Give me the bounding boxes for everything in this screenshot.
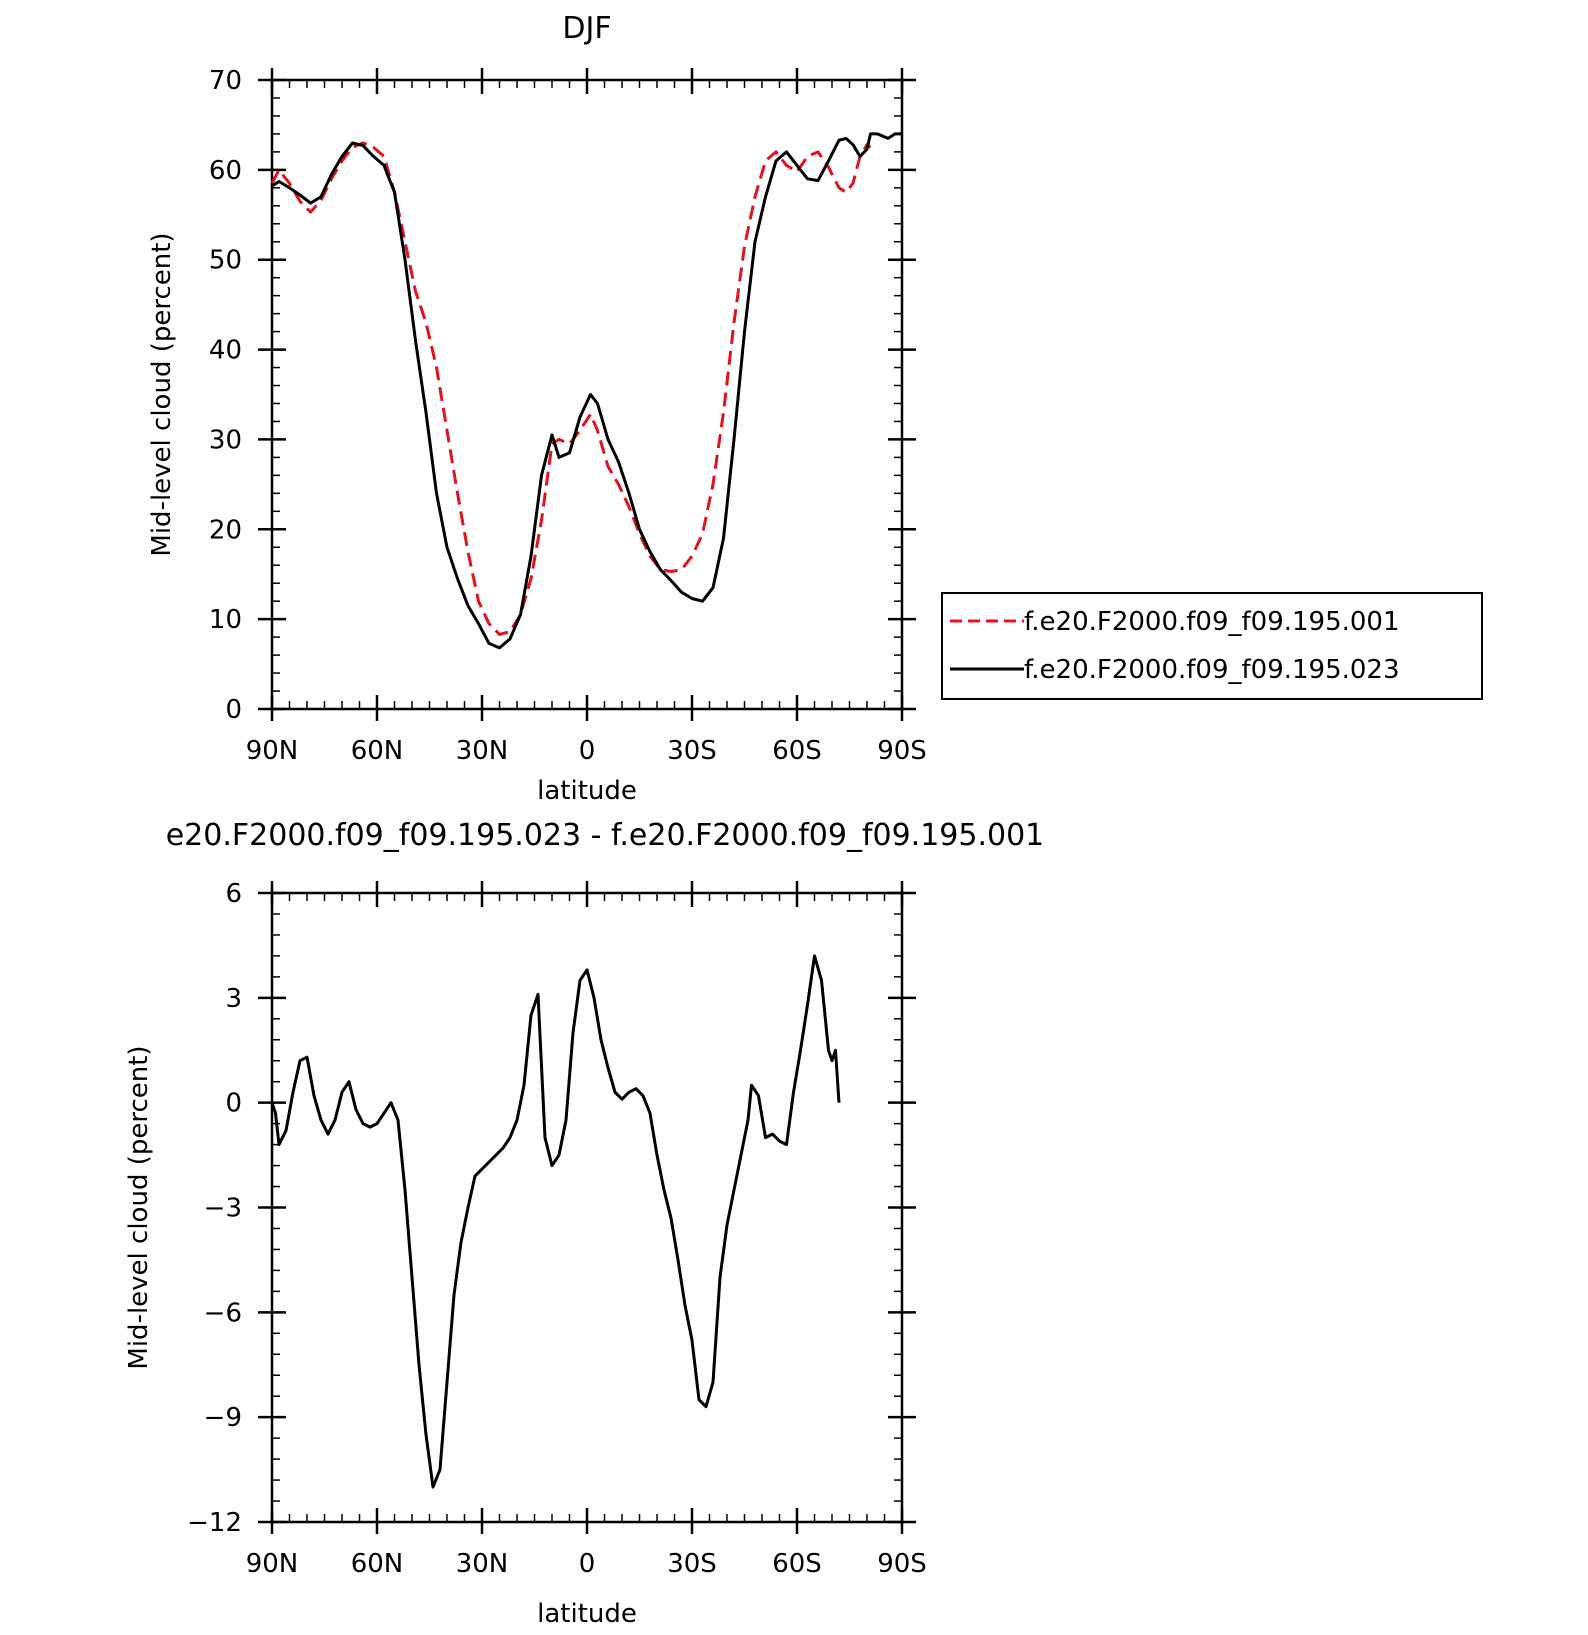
y-tick-label: 20 [209,515,242,545]
x-tick-label: 30N [456,1549,509,1579]
x-tick-label: 90S [877,1549,927,1579]
y-tick-label: 0 [225,1089,242,1119]
y-tick-label: 50 [209,246,242,276]
y-tick-label: −6 [204,1298,242,1328]
legend-label-2: f.e20.F2000.f09_f09.195.023 [1024,655,1400,685]
y-tick-label: 60 [209,156,242,186]
y-tick-label: −12 [187,1508,242,1538]
y-axis-label: Mid-level cloud (percent) [124,1045,154,1369]
series-line-1 [270,141,872,636]
x-tick-label: 90N [246,736,299,766]
series-line-2 [271,132,902,650]
chart-panel-1: DJF 90N 60N 30N 0 30S 60S 90S 0 10 20 30 40 50 60 70 lat… [147,11,1483,806]
chart-panel-2: e20.F2000.f09_f09.195.023 - f.e20.F2000.… [124,818,1044,1629]
chart-title: DJF [562,11,611,46]
x-tick-label: 30S [667,736,717,766]
y-tick-label: 3 [225,984,242,1014]
x-tick-label: 90S [877,736,927,766]
x-tick-label: 0 [579,1549,596,1579]
x-tick-label: 60N [351,1549,404,1579]
x-tick-label: 0 [579,736,596,766]
x-tick-label: 30S [667,1549,717,1579]
x-tick-label: 60N [351,736,404,766]
y-tick-label: 70 [209,66,242,96]
y-tick-label: −3 [204,1194,242,1224]
x-axis-label: latitude [537,1599,637,1629]
y-tick-label: 40 [209,336,242,366]
x-tick-label: 90N [246,1549,299,1579]
plot-frame [270,78,904,711]
y-axis-label: Mid-level cloud (percent) [147,232,177,556]
y-tick-label: −9 [204,1403,242,1433]
x-tick-label: 60S [772,1549,822,1579]
chart-title: e20.F2000.f09_f09.195.023 - f.e20.F2000.… [166,818,1045,853]
x-tick-label: 30N [456,736,509,766]
legend: f.e20.F2000.f09_f09.195.001 f.e20.F2000.f… [941,592,1483,700]
y-tick-label: 0 [225,695,242,725]
y-tick-label: 30 [209,425,242,455]
y-tick-label: 6 [225,879,242,909]
plot-frame [270,891,904,1524]
legend-label-1: f.e20.F2000.f09_f09.195.001 [1024,607,1400,637]
series-line-1 [270,954,841,1489]
y-tick-label: 10 [209,605,242,635]
x-tick-label: 60S [772,736,822,766]
legend-box [941,592,1483,700]
x-axis-label: latitude [537,776,637,806]
